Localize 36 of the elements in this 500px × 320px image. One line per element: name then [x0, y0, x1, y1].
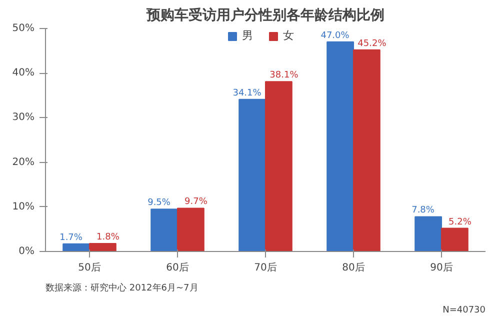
- y-tick-label: 20%: [12, 156, 35, 168]
- bar: [326, 41, 354, 252]
- y-tick-label: 50%: [12, 23, 35, 34]
- data-label: 7.8%: [412, 206, 435, 216]
- data-label: 9.7%: [184, 197, 208, 208]
- chart-title: 预购车受访用户分性别各年龄结构比例: [146, 6, 384, 24]
- x-tick-label: 90后: [430, 262, 453, 274]
- x-tick-label: 50后: [78, 262, 101, 274]
- text: N=40730: [442, 306, 486, 316]
- bar: [353, 49, 380, 252]
- x-tick-label: 80后: [342, 262, 365, 274]
- data-label: 47.0%: [320, 30, 350, 41]
- bar: [150, 208, 178, 252]
- data-label: 5.2%: [448, 217, 472, 228]
- data-label: 34.1%: [232, 88, 262, 98]
- legend-label: 女: [283, 28, 295, 43]
- bar: [414, 216, 442, 252]
- bar: [441, 228, 468, 252]
- bar: [177, 208, 204, 252]
- data-label: 45.2%: [358, 38, 387, 49]
- x-tick-label: 70后: [254, 262, 277, 274]
- legend-label: 男: [242, 28, 254, 43]
- source-note: 数据来源：研究中心 2012年6月~7月: [46, 282, 198, 294]
- data-label: 1.7%: [60, 232, 83, 243]
- data-label: 38.1%: [270, 70, 299, 81]
- data-label: 9.5%: [148, 198, 171, 208]
- y-tick-label: 0%: [18, 246, 35, 257]
- bar: [62, 243, 90, 252]
- bar: [238, 98, 266, 252]
- y-tick-label: 30%: [12, 112, 35, 124]
- x-tick-label: 60后: [166, 262, 189, 274]
- y-tick-label: 10%: [12, 201, 35, 212]
- y-tick-label: 40%: [12, 68, 35, 79]
- bar: [89, 242, 116, 252]
- data-label: 1.8%: [96, 232, 120, 242]
- bar: [265, 81, 292, 252]
